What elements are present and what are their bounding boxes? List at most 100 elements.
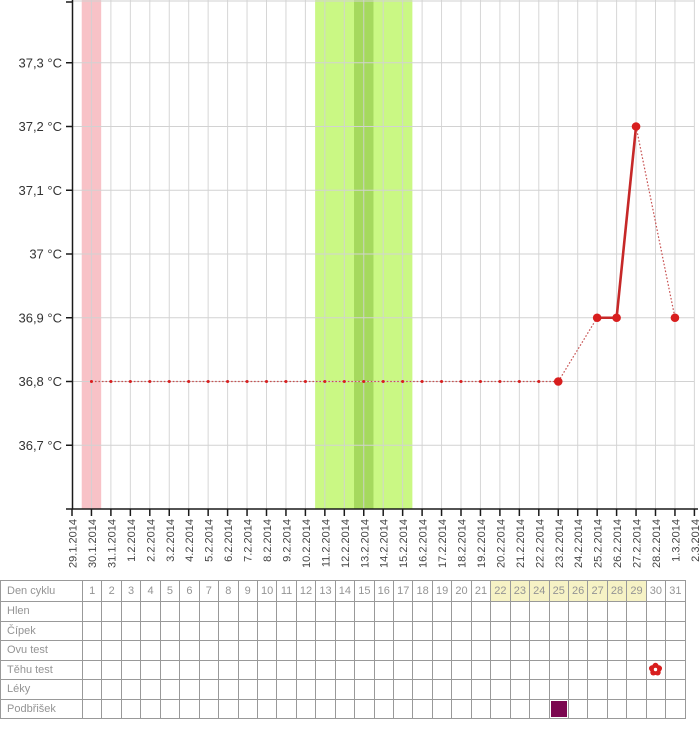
cell-hlen-21[interactable]: [471, 602, 492, 622]
cell-t-hu-test-13[interactable]: [316, 660, 336, 680]
cell-t-hu-test-10[interactable]: [257, 660, 278, 680]
cell-hlen-5[interactable]: [160, 602, 181, 622]
cell-hlen-9[interactable]: [238, 602, 258, 622]
cell-t-hu-test-19[interactable]: [432, 660, 453, 680]
cell-hlen-8[interactable]: [219, 602, 239, 622]
cell-hlen-30[interactable]: [646, 602, 667, 622]
cell-ovu-test-20[interactable]: [452, 641, 472, 661]
cell-hlen-24[interactable]: [530, 602, 550, 622]
cell-l-ky-19[interactable]: [432, 680, 453, 700]
cell-l-ky-1[interactable]: [83, 680, 103, 700]
cell-l-ky-8[interactable]: [219, 680, 239, 700]
cell-t-hu-test-12[interactable]: [296, 660, 317, 680]
cell--pek-4[interactable]: [141, 621, 161, 641]
cell-ovu-test-13[interactable]: [316, 641, 336, 661]
cell-l-ky-11[interactable]: [277, 680, 297, 700]
cell-podb-i-ek-24[interactable]: [530, 699, 550, 719]
cell--pek-7[interactable]: [199, 621, 220, 641]
cell--pek-29[interactable]: [627, 621, 647, 641]
cell-hlen-6[interactable]: [180, 602, 200, 622]
cell-hlen-25[interactable]: [549, 602, 569, 622]
cell-podb-i-ek-18[interactable]: [413, 699, 433, 719]
cell-podb-i-ek-6[interactable]: [180, 699, 200, 719]
cell-l-ky-15[interactable]: [355, 680, 375, 700]
cell-ovu-test-21[interactable]: [471, 641, 492, 661]
cell-l-ky-3[interactable]: [121, 680, 142, 700]
cell-l-ky-20[interactable]: [452, 680, 472, 700]
cell-l-ky-7[interactable]: [199, 680, 220, 700]
cell-l-ky-9[interactable]: [238, 680, 258, 700]
cell-hlen-2[interactable]: [102, 602, 122, 622]
cell-podb-i-ek-29[interactable]: [627, 699, 647, 719]
cell-ovu-test-24[interactable]: [530, 641, 550, 661]
cell-t-hu-test-16[interactable]: [374, 660, 394, 680]
cell--pek-26[interactable]: [568, 621, 589, 641]
cell-podb-i-ek-17[interactable]: [394, 699, 414, 719]
cell-l-ky-24[interactable]: [530, 680, 550, 700]
temp-point-measured[interactable]: [631, 122, 641, 131]
cell-hlen-27[interactable]: [588, 602, 608, 622]
cell-t-hu-test-26[interactable]: [568, 660, 589, 680]
cell-l-ky-17[interactable]: [394, 680, 414, 700]
cell-t-hu-test-20[interactable]: [452, 660, 472, 680]
cell-l-ky-10[interactable]: [257, 680, 278, 700]
cell-hlen-18[interactable]: [413, 602, 433, 622]
cell-t-hu-test-31[interactable]: [666, 660, 686, 680]
cell--pek-13[interactable]: [316, 621, 336, 641]
cell--pek-8[interactable]: [219, 621, 239, 641]
cell--pek-15[interactable]: [355, 621, 375, 641]
cell-hlen-7[interactable]: [199, 602, 220, 622]
cell-ovu-test-25[interactable]: [549, 641, 569, 661]
cell-t-hu-test-23[interactable]: [510, 660, 531, 680]
cell--pek-25[interactable]: [549, 621, 569, 641]
cell-t-hu-test-2[interactable]: [102, 660, 122, 680]
cell-l-ky-6[interactable]: [180, 680, 200, 700]
cell-ovu-test-31[interactable]: [666, 641, 686, 661]
cell-t-hu-test-27[interactable]: [588, 660, 608, 680]
cell-podb-i-ek-23[interactable]: [510, 699, 531, 719]
cell-podb-i-ek-15[interactable]: [355, 699, 375, 719]
cell--pek-19[interactable]: [432, 621, 453, 641]
cell-l-ky-2[interactable]: [102, 680, 122, 700]
cell--pek-20[interactable]: [452, 621, 472, 641]
cell-t-hu-test-28[interactable]: [607, 660, 628, 680]
cell-podb-i-ek-8[interactable]: [219, 699, 239, 719]
cell--pek-16[interactable]: [374, 621, 394, 641]
cell-podb-i-ek-16[interactable]: [374, 699, 394, 719]
temp-point-measured[interactable]: [592, 313, 602, 323]
cell-hlen-23[interactable]: [510, 602, 531, 622]
cell-ovu-test-15[interactable]: [355, 641, 375, 661]
cell-hlen-29[interactable]: [627, 602, 647, 622]
cell-l-ky-26[interactable]: [568, 680, 589, 700]
cell--pek-30[interactable]: [646, 621, 667, 641]
cell-ovu-test-30[interactable]: [646, 641, 667, 661]
cell-podb-i-ek-21[interactable]: [471, 699, 492, 719]
cell-ovu-test-9[interactable]: [238, 641, 258, 661]
cell-ovu-test-6[interactable]: [180, 641, 200, 661]
cell-t-hu-test-14[interactable]: [335, 660, 356, 680]
cell-t-hu-test-9[interactable]: [238, 660, 258, 680]
cell-podb-i-ek-11[interactable]: [277, 699, 297, 719]
cell-t-hu-test-7[interactable]: [199, 660, 220, 680]
cell-ovu-test-19[interactable]: [432, 641, 453, 661]
cell-ovu-test-22[interactable]: [491, 641, 511, 661]
cell-l-ky-22[interactable]: [491, 680, 511, 700]
cell-ovu-test-17[interactable]: [394, 641, 414, 661]
cell-t-hu-test-17[interactable]: [394, 660, 414, 680]
cell-podb-i-ek-28[interactable]: [607, 699, 628, 719]
cell-ovu-test-1[interactable]: [83, 641, 103, 661]
cell-l-ky-28[interactable]: [607, 680, 628, 700]
cell-t-hu-test-1[interactable]: [83, 660, 103, 680]
cell-ovu-test-27[interactable]: [588, 641, 608, 661]
cell-t-hu-test-6[interactable]: [180, 660, 200, 680]
cell--pek-23[interactable]: [510, 621, 531, 641]
cell-t-hu-test-15[interactable]: [355, 660, 375, 680]
cell--pek-31[interactable]: [666, 621, 686, 641]
cell-podb-i-ek-31[interactable]: [666, 699, 686, 719]
cell-l-ky-12[interactable]: [296, 680, 317, 700]
cell-t-hu-test-21[interactable]: [471, 660, 492, 680]
temp-point-measured[interactable]: [670, 313, 680, 323]
cell-l-ky-31[interactable]: [666, 680, 686, 700]
cell-hlen-28[interactable]: [607, 602, 628, 622]
cell-podb-i-ek-4[interactable]: [141, 699, 161, 719]
